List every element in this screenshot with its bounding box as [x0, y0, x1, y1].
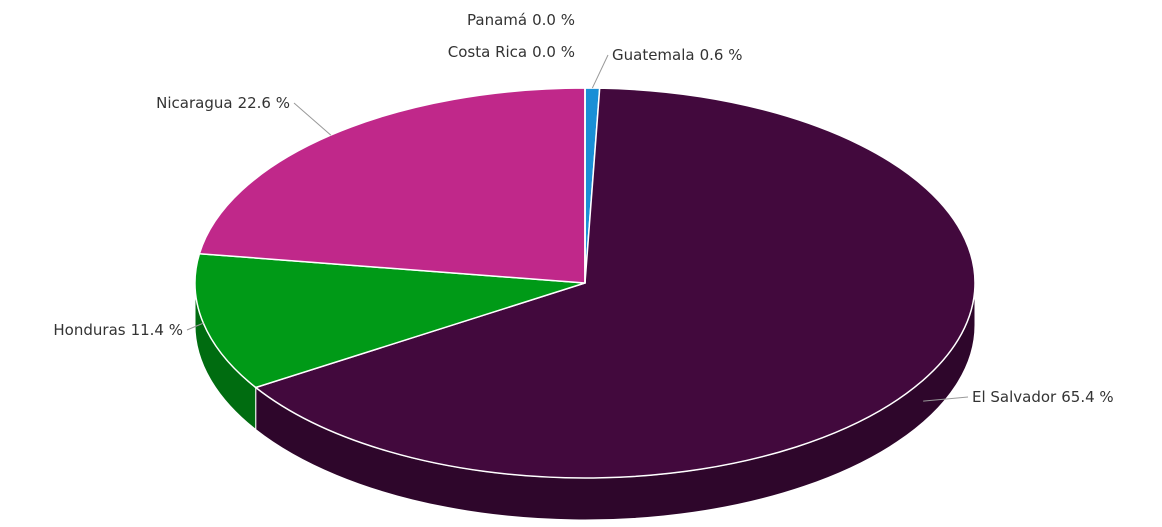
value-label: 0.6 %: [700, 46, 743, 64]
pie-slice: [198, 87, 586, 284]
data-label: Guatemala 0.6 %: [612, 46, 743, 64]
data-label: Costa Rica 0.0 %: [448, 43, 575, 61]
category-name: Guatemala: [612, 46, 695, 64]
data-label: Panamá 0.0 %: [467, 11, 575, 29]
category-name: El Salvador: [972, 388, 1057, 406]
leader-line: [293, 102, 332, 136]
value-label: 65.4 %: [1061, 388, 1113, 406]
value-label: 0.0 %: [532, 43, 575, 61]
leader-line: [923, 396, 969, 402]
category-name: Nicaragua: [156, 94, 232, 112]
value-label: 11.4 %: [131, 321, 183, 339]
data-label: El Salvador 65.4 %: [972, 388, 1114, 406]
leader-line: [186, 322, 204, 331]
value-label: 0.0 %: [532, 11, 575, 29]
category-name: Panamá: [467, 11, 527, 29]
leader-line: [591, 54, 609, 89]
pie-slice: [194, 252, 586, 389]
value-label: 22.6 %: [238, 94, 290, 112]
category-name: Honduras: [53, 321, 125, 339]
category-name: Costa Rica: [448, 43, 527, 61]
pie-slice: [254, 87, 976, 479]
data-label: Nicaragua 22.6 %: [156, 94, 290, 112]
data-label: Honduras 11.4 %: [53, 321, 183, 339]
